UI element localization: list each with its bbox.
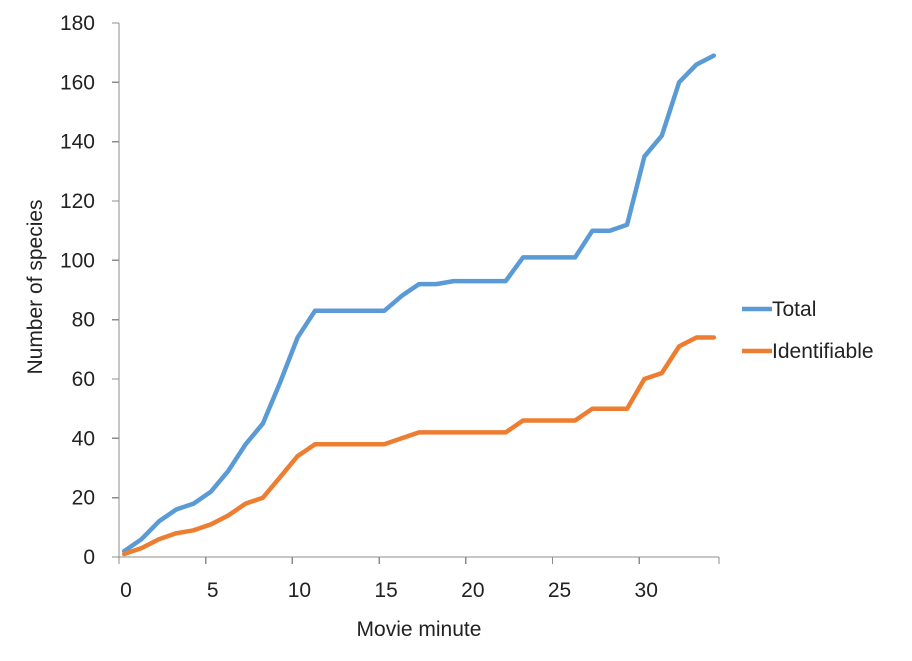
y-tick-label: 140: [60, 131, 95, 154]
x-tick-label: 30: [635, 579, 658, 602]
y-tick-label: 20: [72, 487, 95, 510]
axes: [118, 23, 719, 558]
x-tick-label: 0: [120, 579, 132, 602]
y-tick-label: 120: [60, 190, 95, 213]
legend-label-identifiable: Identifiable: [772, 340, 874, 363]
y-axis-ticks: 0 20 40 60 80 100 120 140 160 180: [60, 12, 720, 569]
y-tick-label: 80: [72, 309, 95, 332]
y-tick-label: 60: [72, 368, 95, 391]
x-tick-label: 10: [288, 579, 311, 602]
x-axis-ticks: 0 5 10 15 20 25 30: [118, 557, 658, 602]
y-tick-label: 100: [60, 249, 95, 272]
series-lines: [121, 53, 717, 557]
y-tick-label: 40: [72, 427, 95, 450]
legend: Total Identifiable: [742, 298, 874, 363]
y-tick-label: 180: [60, 12, 95, 35]
y-tick-label: 160: [60, 71, 95, 94]
x-tick-label: 20: [461, 579, 484, 602]
x-tick-label: 5: [207, 579, 219, 602]
y-tick-label: 0: [83, 546, 95, 569]
y-axis-title: Number of species: [24, 199, 47, 374]
legend-label-total: Total: [772, 298, 816, 321]
x-axis-title: Movie minute: [357, 618, 482, 641]
series-line-identifiable: [121, 335, 717, 557]
x-tick-label: 15: [374, 579, 397, 602]
series-line-total: [121, 53, 717, 554]
x-tick-label: 25: [548, 579, 571, 602]
